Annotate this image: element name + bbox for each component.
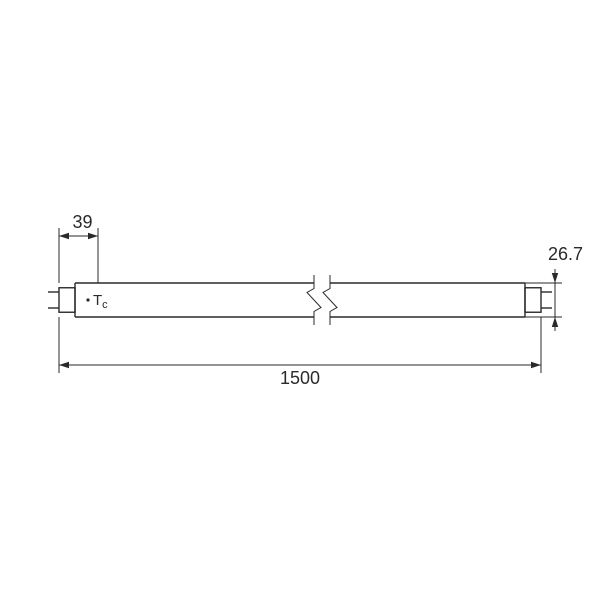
tc-label: Tc (93, 292, 108, 311)
tube-dimension-drawing: Tc 1500 39 26.7 (0, 0, 600, 600)
dimension-length: 1500 (280, 368, 320, 388)
dimension-diameter: 26.7 (548, 244, 583, 264)
dimension-offset: 39 (72, 212, 92, 232)
